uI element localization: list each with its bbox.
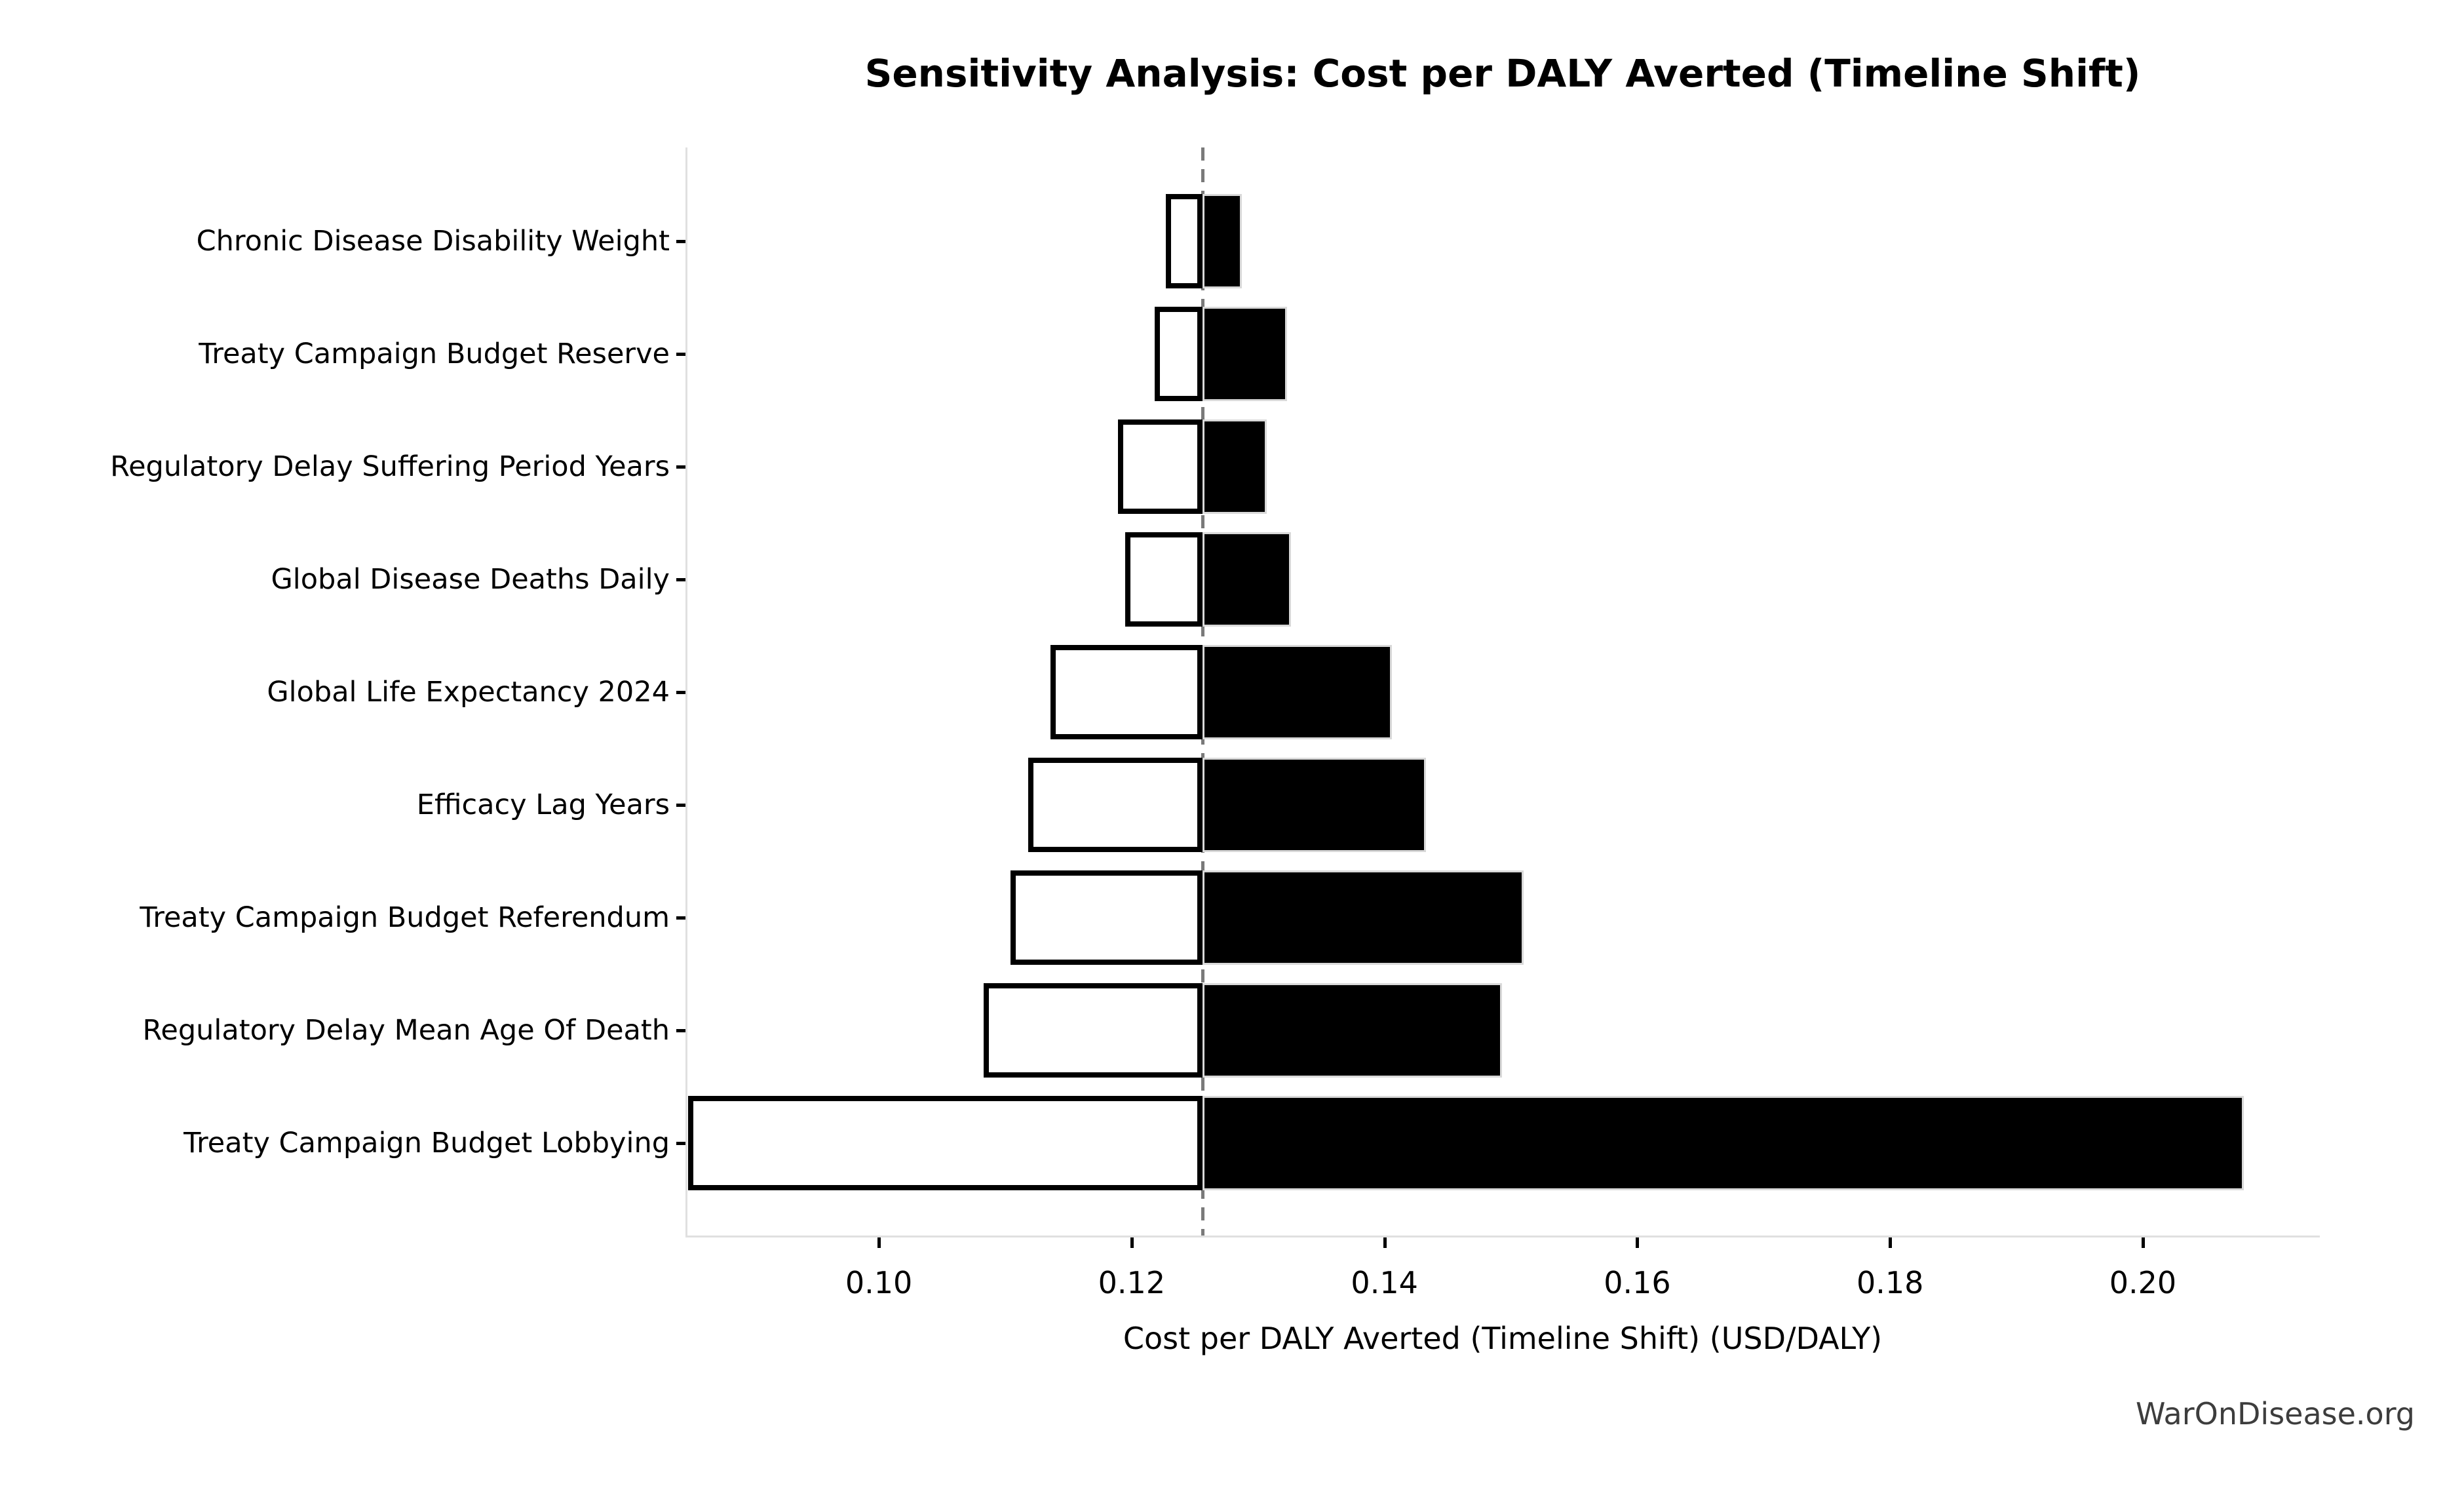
x-tick-label: 0.14 [1351,1265,1418,1300]
y-axis-spine [685,147,687,1236]
low-bar [687,1096,1203,1190]
y-axis-label: Regulatory Delay Mean Age Of Death [142,1014,670,1047]
x-axis-spine [685,1236,2320,1237]
x-tick-label: 0.12 [1098,1265,1166,1300]
low-bar [1117,419,1203,514]
x-tick-mark [1383,1237,1387,1248]
x-tick-label: 0.10 [845,1265,913,1300]
y-tick-mark [676,578,685,581]
y-tick-mark [676,353,685,356]
y-axis-label: Treaty Campaign Budget Reserve [199,338,670,370]
y-axis-label: Global Life Expectancy 2024 [267,676,670,709]
high-bar [1202,419,1267,514]
high-bar [1202,532,1291,627]
plot-area [685,147,2320,1237]
x-tick-label: 0.20 [2109,1265,2177,1300]
y-axis-label: Treaty Campaign Budget Lobbying [183,1127,670,1159]
x-tick-mark [2141,1237,2145,1248]
y-axis-label: Regulatory Delay Suffering Period Years [110,450,670,483]
y-tick-mark [676,804,685,807]
low-bar [1028,758,1203,852]
x-tick-label: 0.18 [1856,1265,1924,1300]
low-bar [1165,194,1203,288]
watermark-text: WarOnDisease.org [2136,1396,2415,1431]
chart-title: Sensitivity Analysis: Cost per DALY Aver… [864,51,2141,96]
y-axis-label: Global Disease Deaths Daily [271,563,670,596]
y-axis-label: Efficacy Lag Years [416,788,670,821]
y-tick-mark [676,1142,685,1145]
low-bar [1010,870,1203,965]
high-bar [1202,758,1427,852]
low-bar [1125,532,1203,627]
low-bar [1154,307,1203,401]
y-tick-mark [676,240,685,243]
y-axis-label: Treaty Campaign Budget Referendum [140,901,670,934]
high-bar [1202,870,1524,965]
low-bar [1050,645,1203,739]
high-bar [1202,307,1288,401]
x-tick-mark [1130,1237,1134,1248]
x-tick-mark [877,1237,881,1248]
y-tick-mark [676,465,685,469]
high-bar [1202,983,1503,1078]
y-tick-mark [676,691,685,694]
y-tick-mark [676,1029,685,1032]
x-tick-mark [1636,1237,1640,1248]
x-tick-label: 0.16 [1604,1265,1671,1300]
low-bar [984,983,1203,1078]
x-axis-label: Cost per DALY Averted (Timeline Shift) (… [1123,1321,1883,1356]
high-bar [1202,1096,2244,1190]
y-tick-mark [676,916,685,920]
x-tick-mark [1889,1237,1893,1248]
high-bar [1202,194,1242,288]
y-axis-label: Chronic Disease Disability Weight [196,225,670,258]
high-bar [1202,645,1393,739]
